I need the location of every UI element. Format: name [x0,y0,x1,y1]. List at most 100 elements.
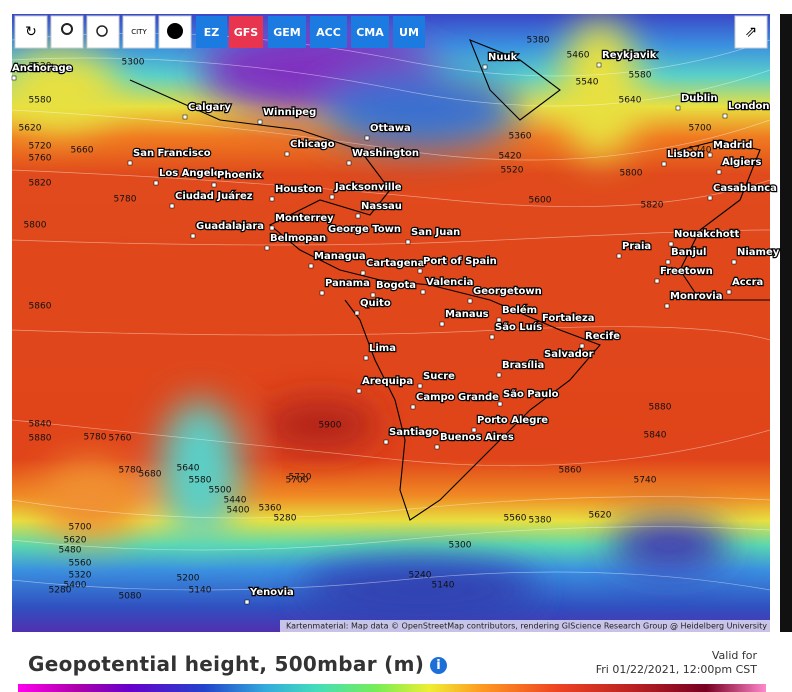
city-label: Manaus [445,309,489,320]
city-label: George Town [328,224,401,235]
title-text: Geopotential height, 500mbar (m) [28,652,425,676]
model-button[interactable] [229,16,263,48]
city-dot [716,169,722,175]
model-label: ACC [316,26,341,39]
contour-label: 5660 [71,146,94,156]
city-label: Reykjavik [602,50,657,61]
city-dot [182,114,188,120]
city-label: Dublin [681,93,718,104]
city-dot [707,195,713,201]
model-button[interactable] [268,16,306,48]
contour-label: 5400 [227,506,250,516]
valid-time: Fri 01/22/2021, 12:00pm CST [595,663,757,676]
contour-label: 5500 [209,486,232,496]
city-dot [489,334,495,340]
city-label: Yenovia [249,587,294,598]
footer-title: Geopotential height, 500mbar (m) i [28,652,448,676]
city-dot [11,75,17,81]
city-label: Nassau [361,201,402,212]
contour-label: 5780 [84,433,107,443]
side-strip [780,14,792,632]
city-label: Madrid [713,140,752,151]
share-button[interactable] [734,15,768,49]
city-label: Houston [275,184,322,195]
city-icon: CITY [131,28,147,36]
zoom-icon [96,25,108,37]
city-label: Winnipeg [263,107,316,118]
contour-label: 5760 [29,154,52,164]
city-dot [257,119,263,125]
contour-label: 5740 [689,146,712,156]
contour-label: 5080 [119,592,142,602]
toolbar: ↻ CITY EZ GFS GEM ACC CMA UM ⇗ [14,15,768,49]
contour-label: 5580 [29,96,52,106]
model-label: UM [399,26,419,39]
city-dot [668,241,674,247]
info-button[interactable]: i [430,657,448,674]
city-label: Phoenix [217,170,263,181]
model-button[interactable] [351,16,389,48]
city-label: London [728,101,770,112]
city-label: Bogota [376,280,416,291]
city-dot [434,444,440,450]
city-dot [363,355,369,361]
contour-label: 5820 [641,201,664,211]
zoom-button[interactable] [86,15,120,49]
valid-label: Valid for [711,649,757,662]
city-label: Recife [585,331,620,342]
city-label: Niamey [737,247,780,258]
city-label: Salvador [544,349,594,360]
contour-label: 5580 [629,71,652,81]
city-label: Praia [622,241,651,252]
city-dot [417,268,423,274]
city-dot [383,439,389,445]
city-dot [355,213,361,219]
contour-label: 5580 [189,476,212,486]
city-label: Algiers [722,157,761,168]
contour-label: 5760 [109,434,132,444]
contour-label: 5640 [619,96,642,106]
attribution-bg [280,620,770,632]
refresh-icon: ↻ [25,24,37,40]
model-button[interactable] [393,16,425,48]
contour-label: 5880 [29,434,52,444]
contour-label: 5140 [189,586,212,596]
model-label: CMA [356,26,384,39]
model-button[interactable] [196,16,227,48]
city-dot [308,263,314,269]
pin-button[interactable] [158,15,192,49]
city-label: San Juan [411,227,460,238]
contour-label: 5800 [24,221,47,231]
city-label: São Luís [495,321,542,333]
city-dot [410,404,416,410]
contour-label: 5380 [527,36,550,46]
city-dot [127,160,133,166]
contour-label: 5300 [122,58,145,68]
city-dot [536,325,542,331]
contour-label: 5280 [49,586,72,596]
city-label: Arequipa [362,376,413,387]
city-label: Jacksonville [334,182,402,193]
city-label: Chicago [290,139,335,150]
city-label: Quito [360,298,391,309]
city-dot [264,245,270,251]
city-dot [496,372,502,378]
contour-label: 5680 [139,470,162,480]
contour-label: 5880 [649,403,672,413]
city-label: Calgary [188,102,231,113]
model-button[interactable] [310,16,347,48]
city-label: San Francisco [133,148,211,159]
contour-label: 5700 [286,476,309,486]
city-dot [319,290,325,296]
contour-label: 5320 [69,571,92,581]
city-dot [707,152,713,158]
refresh-button[interactable] [14,15,48,49]
city-dot [596,62,602,68]
contour-label: 5600 [529,196,552,206]
contour-label: 5620 [589,511,612,521]
city-label: Port of Spain [423,256,497,267]
city-button[interactable] [122,15,156,49]
location-button[interactable] [50,15,84,49]
contour-label: 5700 [689,124,712,134]
contour-label: 5400 [64,581,87,591]
